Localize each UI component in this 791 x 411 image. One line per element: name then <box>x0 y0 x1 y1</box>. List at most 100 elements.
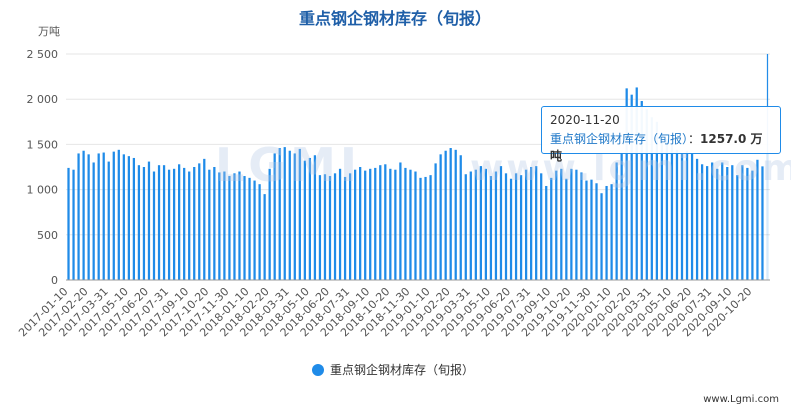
bar[interactable] <box>67 167 70 280</box>
bar[interactable] <box>615 162 618 280</box>
legend-marker[interactable] <box>312 364 324 376</box>
bar[interactable] <box>555 170 558 280</box>
bar[interactable] <box>117 149 120 280</box>
bar[interactable] <box>308 157 312 280</box>
bar[interactable] <box>268 168 271 280</box>
bar[interactable] <box>630 94 633 281</box>
bar[interactable] <box>519 175 523 280</box>
bar[interactable] <box>484 168 488 280</box>
bar[interactable] <box>243 176 246 280</box>
bar[interactable] <box>449 148 452 280</box>
bar[interactable] <box>545 185 548 280</box>
bar[interactable] <box>429 175 432 280</box>
bar[interactable] <box>348 173 352 280</box>
bar[interactable] <box>107 161 110 280</box>
bar[interactable] <box>203 158 206 280</box>
bar[interactable] <box>72 169 75 280</box>
bar[interactable] <box>333 173 337 280</box>
bar[interactable] <box>278 148 281 280</box>
bar[interactable] <box>394 169 397 280</box>
bar[interactable] <box>716 168 719 280</box>
bar[interactable] <box>369 168 372 280</box>
bar[interactable] <box>218 172 221 280</box>
bar[interactable] <box>469 171 472 280</box>
bar[interactable] <box>550 177 553 280</box>
legend[interactable]: 重点钢企钢材库存（旬报） <box>312 362 474 377</box>
bar[interactable] <box>479 166 482 280</box>
bar[interactable] <box>172 168 176 280</box>
bar[interactable] <box>122 154 125 280</box>
bar[interactable] <box>494 171 498 280</box>
bar[interactable] <box>364 170 367 280</box>
bar[interactable] <box>137 165 141 280</box>
bar[interactable] <box>761 166 764 280</box>
bar[interactable] <box>514 173 518 280</box>
bar[interactable] <box>595 183 598 280</box>
bar[interactable] <box>610 184 613 280</box>
bar[interactable] <box>248 177 251 280</box>
bar[interactable] <box>726 167 729 280</box>
bar[interactable] <box>147 161 151 280</box>
bar[interactable] <box>741 165 744 280</box>
bar[interactable] <box>695 158 699 280</box>
bar[interactable] <box>258 184 261 280</box>
bar[interactable] <box>444 150 447 280</box>
bar[interactable] <box>645 109 648 280</box>
bar[interactable] <box>223 171 226 280</box>
bar[interactable] <box>600 193 603 280</box>
bar[interactable] <box>434 163 437 280</box>
bar[interactable] <box>409 169 412 280</box>
bar[interactable] <box>343 176 347 280</box>
bar[interactable] <box>454 149 457 280</box>
bar[interactable] <box>228 176 231 280</box>
bar[interactable] <box>756 159 759 280</box>
bar[interactable] <box>665 138 669 280</box>
bar[interactable] <box>167 169 171 280</box>
bar[interactable] <box>142 167 146 280</box>
bar[interactable] <box>399 162 402 280</box>
bar[interactable] <box>97 153 100 280</box>
bar[interactable] <box>102 152 105 280</box>
bars[interactable] <box>67 54 769 281</box>
bar[interactable] <box>389 168 392 280</box>
bar[interactable] <box>570 168 573 280</box>
bar[interactable] <box>711 162 714 280</box>
bar[interactable] <box>213 167 216 280</box>
bar[interactable] <box>283 147 286 280</box>
bar[interactable] <box>474 169 477 280</box>
bar[interactable] <box>464 174 467 280</box>
bar[interactable] <box>499 166 503 280</box>
bar[interactable] <box>298 148 301 280</box>
bar[interactable] <box>404 167 407 280</box>
bar[interactable] <box>650 117 653 280</box>
bar[interactable] <box>263 194 266 280</box>
bar[interactable] <box>198 163 201 280</box>
bar[interactable] <box>675 149 679 280</box>
bar[interactable] <box>238 171 241 280</box>
bar[interactable] <box>253 180 256 280</box>
bar[interactable] <box>162 165 166 280</box>
bar[interactable] <box>152 171 156 280</box>
bar[interactable] <box>700 164 704 280</box>
bar[interactable] <box>535 166 538 280</box>
legend-label[interactable]: 重点钢企钢材库存（旬报） <box>330 362 474 377</box>
bar[interactable] <box>766 54 769 280</box>
bar[interactable] <box>424 176 427 280</box>
bar[interactable] <box>328 176 332 280</box>
bar[interactable] <box>82 150 85 280</box>
bar[interactable] <box>746 167 749 280</box>
bar[interactable] <box>680 153 684 280</box>
bar[interactable] <box>303 160 306 280</box>
bar[interactable] <box>439 154 442 280</box>
bar[interactable] <box>208 169 211 280</box>
bar[interactable] <box>655 121 658 280</box>
bar[interactable] <box>273 153 276 280</box>
bar[interactable] <box>379 165 382 280</box>
bar[interactable] <box>590 179 593 280</box>
bar[interactable] <box>721 162 724 280</box>
bar[interactable] <box>359 167 362 280</box>
bar[interactable] <box>751 170 754 280</box>
bar[interactable] <box>731 165 734 280</box>
bar[interactable] <box>233 173 236 280</box>
bar[interactable] <box>323 174 327 280</box>
